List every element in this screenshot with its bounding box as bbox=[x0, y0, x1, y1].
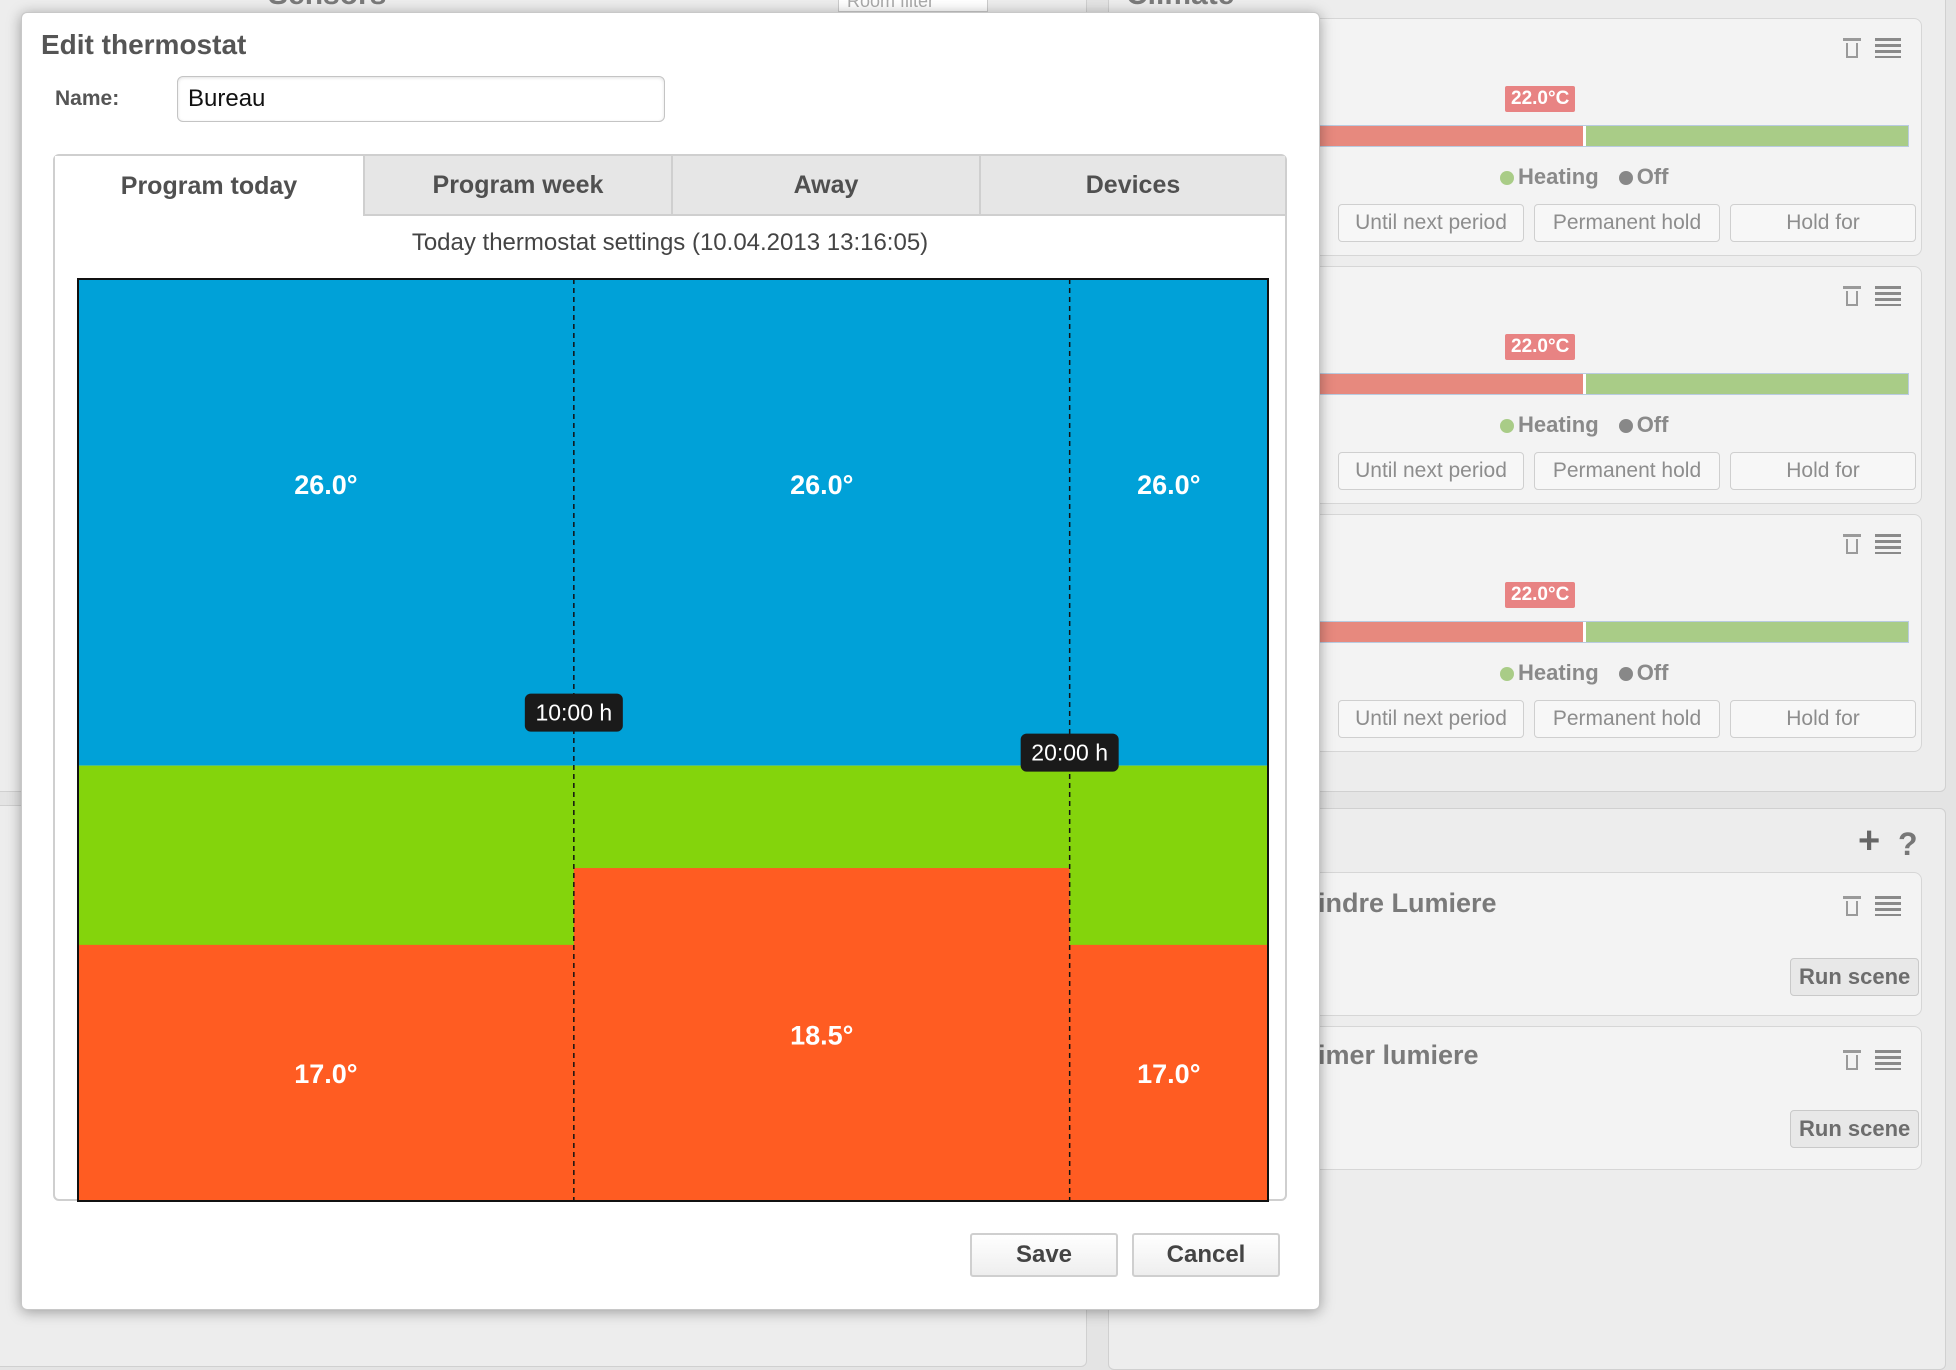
save-button[interactable]: Save bbox=[970, 1233, 1118, 1277]
eco-bar bbox=[1069, 944, 1268, 1201]
hold-for-button[interactable]: Hold for bbox=[1730, 204, 1916, 242]
heating-status: Heating Off bbox=[1500, 412, 1668, 438]
until-next-period-button[interactable]: Until next period bbox=[1338, 700, 1524, 738]
trash-icon[interactable] bbox=[1843, 1047, 1861, 1071]
thermostat-schedule-chart[interactable]: 26.0° 17.0° 26.0° 18.5° 26.0° 17.0° 10:00 h 20:… bbox=[76, 277, 1270, 1203]
add-icon[interactable]: + bbox=[1858, 820, 1881, 862]
eco-temp-label: 17.0° bbox=[1137, 1059, 1200, 1089]
help-icon[interactable]: ? bbox=[1898, 826, 1918, 862]
name-input[interactable] bbox=[177, 76, 665, 122]
heating-status: Heating Off bbox=[1500, 660, 1668, 686]
run-scene-button[interactable]: Run scene bbox=[1790, 958, 1920, 996]
permanent-hold-button[interactable]: Permanent hold bbox=[1534, 452, 1720, 490]
time-handle-label: 10:00 h bbox=[535, 700, 612, 726]
heating-dot-icon bbox=[1500, 171, 1514, 186]
list-icon[interactable] bbox=[1875, 1050, 1901, 1070]
hold-for-button[interactable]: Hold for bbox=[1730, 452, 1916, 490]
cancel-button[interactable]: Cancel bbox=[1132, 1233, 1280, 1277]
tab-away[interactable]: Away bbox=[671, 156, 979, 216]
tab-program-today[interactable]: Program today bbox=[55, 156, 363, 216]
eco-bar bbox=[78, 944, 574, 1201]
climate-heading: Climate bbox=[1126, 0, 1234, 12]
chart-title: Today thermostat settings (10.04.2013 13… bbox=[411, 229, 929, 256]
permanent-hold-button[interactable]: Permanent hold bbox=[1534, 700, 1720, 738]
hold-for-button[interactable]: Hold for bbox=[1730, 700, 1916, 738]
eco-temp-label: 18.5° bbox=[790, 1021, 853, 1051]
list-icon[interactable] bbox=[1875, 38, 1901, 58]
tab-program-week[interactable]: Program week bbox=[363, 156, 671, 216]
until-next-period-button[interactable]: Until next period bbox=[1338, 452, 1524, 490]
run-scene-button[interactable]: Run scene bbox=[1790, 1110, 1920, 1148]
trash-icon[interactable] bbox=[1843, 283, 1861, 307]
eco-bar bbox=[573, 868, 1070, 1201]
heating-status: Heating Off bbox=[1500, 164, 1668, 190]
list-icon[interactable] bbox=[1875, 896, 1901, 916]
scene-title: imer lumiere bbox=[1318, 1040, 1479, 1070]
scene-title: indre Lumiere bbox=[1318, 888, 1497, 918]
comfort-area bbox=[78, 279, 1268, 766]
temperature-badge: 22.0°C bbox=[1505, 582, 1576, 608]
period-boundary-handle[interactable]: 20:00 h bbox=[1020, 733, 1119, 772]
chart-frame bbox=[77, 278, 1269, 1202]
temperature-slider[interactable] bbox=[1318, 373, 1909, 395]
off-dot-icon bbox=[1618, 171, 1633, 186]
comfort-temp-label: 26.0° bbox=[1137, 470, 1200, 500]
temperature-slider[interactable] bbox=[1318, 125, 1909, 147]
tabs-container: Program today Program week Away Devices … bbox=[53, 154, 1287, 1203]
period-boundary-handle[interactable]: 10:00 h bbox=[524, 693, 623, 732]
eco-temp-label: 17.0° bbox=[294, 1059, 357, 1089]
list-icon[interactable] bbox=[1875, 534, 1901, 554]
sensors-heading: Sensors bbox=[268, 0, 386, 12]
list-icon[interactable] bbox=[1875, 286, 1901, 306]
room-filter-input[interactable]: Room filter bbox=[838, 0, 988, 12]
tab-devices[interactable]: Devices bbox=[979, 156, 1285, 216]
dialog-title: Edit thermostat bbox=[41, 29, 247, 60]
until-next-period-button[interactable]: Until next period bbox=[1338, 204, 1524, 242]
temperature-badge: 22.0°C bbox=[1505, 86, 1576, 112]
off-dot-icon bbox=[1618, 419, 1633, 434]
off-dot-icon bbox=[1618, 667, 1633, 682]
time-handle-label: 20:00 h bbox=[1031, 740, 1108, 766]
temperature-slider[interactable] bbox=[1318, 621, 1909, 643]
trash-icon[interactable] bbox=[1843, 35, 1861, 59]
time-handle-box bbox=[524, 693, 623, 732]
edit-thermostat-dialog: Edit thermostat Name: Program today Prog… bbox=[21, 12, 1320, 1310]
name-label: Name: bbox=[55, 87, 120, 110]
heating-dot-icon bbox=[1500, 667, 1514, 682]
permanent-hold-button[interactable]: Permanent hold bbox=[1534, 204, 1720, 242]
time-handle-box bbox=[1020, 733, 1119, 772]
comfort-temp-label: 26.0° bbox=[790, 470, 853, 500]
trash-icon[interactable] bbox=[1843, 531, 1861, 555]
comfort-temp-label: 26.0° bbox=[294, 470, 357, 500]
trash-icon[interactable] bbox=[1843, 893, 1861, 917]
heating-dot-icon bbox=[1500, 419, 1514, 434]
temperature-badge: 22.0°C bbox=[1505, 334, 1576, 360]
